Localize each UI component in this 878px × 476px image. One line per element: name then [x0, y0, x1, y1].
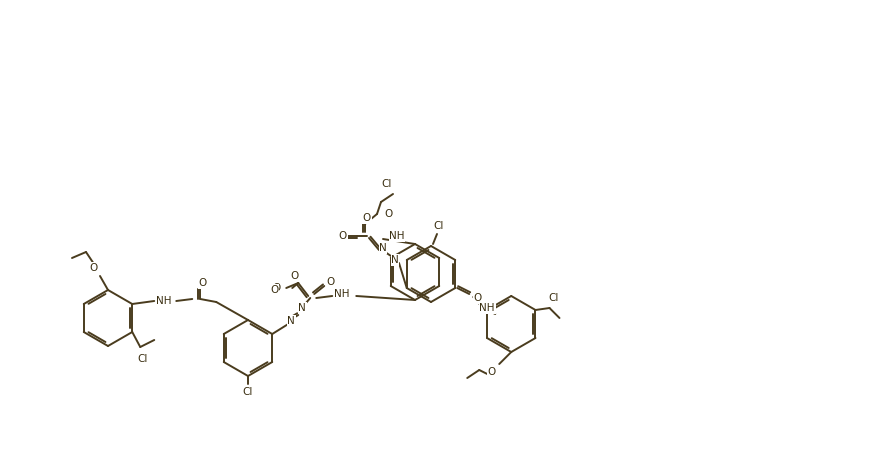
Text: O: O	[385, 209, 392, 219]
Text: Cl: Cl	[434, 221, 443, 231]
Text: NH: NH	[479, 303, 494, 313]
Text: O: O	[272, 283, 280, 293]
Text: NH: NH	[389, 231, 404, 241]
Text: O: O	[486, 367, 495, 377]
Text: Cl: Cl	[381, 179, 392, 189]
Text: N: N	[391, 255, 399, 265]
Text: Cl: Cl	[548, 293, 558, 303]
Text: O: O	[339, 231, 347, 241]
Text: N: N	[287, 316, 295, 326]
Text: NH: NH	[156, 296, 172, 306]
Text: O: O	[90, 263, 98, 273]
Text: O: O	[198, 278, 206, 288]
Text: O: O	[290, 271, 298, 281]
Text: N: N	[378, 243, 386, 253]
Text: NH: NH	[335, 289, 349, 299]
Text: O: O	[363, 213, 371, 223]
Text: N: N	[298, 303, 306, 313]
Text: Cl: Cl	[137, 354, 148, 364]
Text: Cl: Cl	[242, 387, 253, 397]
Text: O: O	[472, 293, 481, 303]
Text: O: O	[326, 277, 334, 287]
Text: O: O	[270, 285, 278, 295]
